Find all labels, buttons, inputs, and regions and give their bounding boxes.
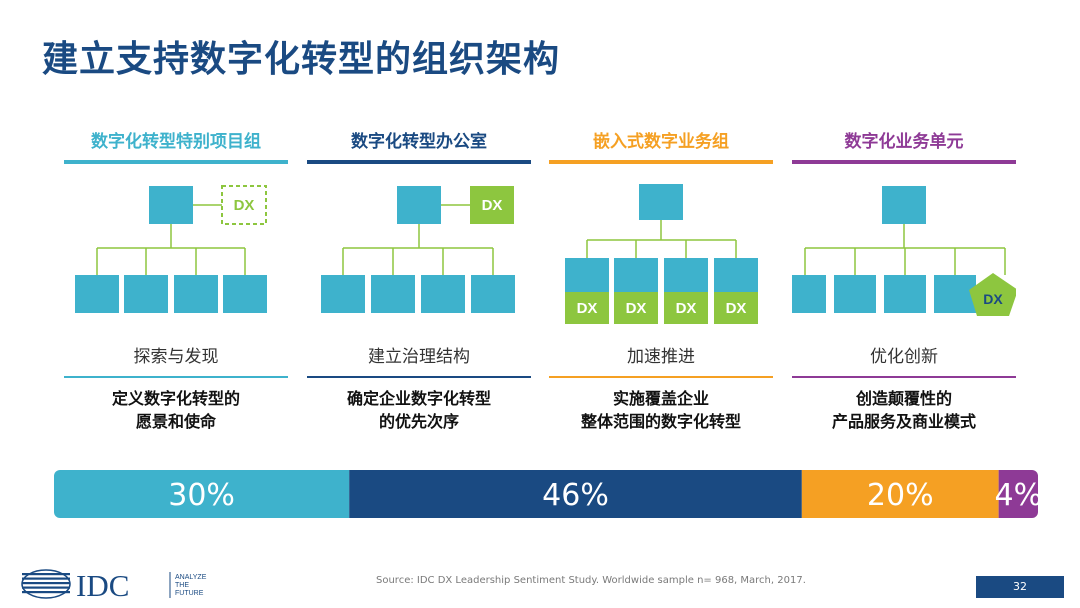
org-child-box [321, 275, 365, 313]
share-bar-chart: 30% 46% 20% 4% [54, 470, 1038, 518]
share-bar-segment [801, 470, 999, 518]
dx-label: DX [234, 197, 255, 214]
org-diagram-digital-unit: DX [792, 186, 1016, 316]
connector-lines [96, 204, 246, 275]
org-child-box [174, 275, 218, 313]
column-caption: 探索与发现 [133, 347, 219, 367]
dx-attached-box [565, 292, 609, 324]
org-top-box [882, 186, 926, 224]
column-separator [64, 376, 288, 378]
dx-solid-box [470, 186, 514, 224]
logo-tagline: ANALYZE [175, 574, 207, 581]
share-bar-label: 20% [867, 478, 934, 513]
org-child-box [714, 258, 758, 292]
org-child-box [664, 258, 708, 292]
column-rule [549, 160, 773, 164]
column-caption: 加速推进 [627, 347, 695, 367]
org-child-box [934, 275, 976, 313]
dx-attached-box [664, 292, 708, 324]
org-child-box [124, 275, 168, 313]
column-caption: 建立治理结构 [368, 347, 470, 367]
column-description: 定义数字化转型的 愿景和使命 [64, 387, 288, 433]
description-line: 整体范围的数字化转型 [580, 412, 741, 431]
org-top-box [639, 184, 683, 220]
org-child-box [614, 258, 658, 292]
column-heading-embedded-group: 嵌入式数字业务组 [593, 132, 729, 152]
column-description: 创造颠覆性的 产品服务及商业模式 [792, 387, 1016, 433]
share-bar-segment [998, 470, 1038, 518]
logo-tagline: THE [175, 582, 189, 589]
description-line: 定义数字化转型的 [111, 389, 240, 408]
org-top-box [149, 186, 193, 224]
column-heading-dx-office: 数字化转型办公室 [351, 132, 487, 152]
org-child-box [565, 258, 609, 292]
description-line: 愿景和使命 [135, 412, 216, 431]
dx-attached-box [714, 292, 758, 324]
org-diagram-dx-office: DX [321, 186, 515, 313]
org-diagram-embedded-group: DX DX DX DX [565, 184, 758, 324]
logo-text: IDC [76, 568, 129, 602]
dx-pentagon [969, 273, 1016, 316]
share-bar-label: 46% [542, 478, 609, 513]
description-line: 产品服务及商业模式 [831, 412, 976, 431]
dx-label: DX [626, 300, 647, 317]
dx-label: DX [577, 300, 598, 317]
org-diagram-special-project: DX [75, 185, 267, 313]
org-child-box [884, 275, 926, 313]
connector-lines [804, 224, 1006, 275]
slide-title: 建立支持数字化转型的组织架构 [42, 39, 561, 80]
dx-label: DX [983, 291, 1003, 307]
description-line: 实施覆盖企业 [612, 389, 709, 408]
column-separator [792, 376, 1016, 378]
org-child-box [471, 275, 515, 313]
dx-attached-box [614, 292, 658, 324]
column-rule [792, 160, 1016, 164]
column-caption: 优化创新 [870, 347, 938, 367]
globe-icon [21, 569, 71, 599]
share-bar-segment [349, 470, 802, 518]
column-rule [64, 160, 288, 164]
column-heading-digital-unit: 数字化业务单元 [844, 132, 964, 152]
column-separator [307, 376, 531, 378]
connector-lines [342, 204, 494, 275]
dx-label: DX [726, 300, 747, 317]
description-line: 创造颠覆性的 [855, 389, 952, 408]
org-child-box [792, 275, 826, 313]
source-note: Source: IDC DX Leadership Sentiment Stud… [376, 575, 806, 586]
column-heading-special-project: 数字化转型特别项目组 [91, 132, 261, 152]
logo-tagline: FUTURE [175, 590, 204, 597]
org-child-box [223, 275, 267, 313]
column-rule [307, 160, 531, 164]
column-description: 实施覆盖企业 整体范围的数字化转型 [549, 387, 773, 433]
org-child-box [371, 275, 415, 313]
org-child-box [834, 275, 876, 313]
page-number: 32 [976, 576, 1064, 598]
idc-logo: IDC ANALYZE THE FUTURE [21, 568, 207, 602]
connector-lines [586, 220, 737, 258]
dx-dashed-box [221, 185, 267, 225]
share-bar-label: 4% [995, 478, 1038, 513]
column-separator [549, 376, 773, 378]
column-description: 确定企业数字化转型 的优先次序 [307, 387, 531, 433]
share-bar-segment [54, 470, 350, 518]
org-child-box [75, 275, 119, 313]
dx-label: DX [676, 300, 697, 317]
share-bar-label: 30% [168, 478, 235, 513]
org-top-box [397, 186, 441, 224]
description-line: 的优先次序 [378, 412, 459, 431]
dx-label: DX [482, 197, 503, 214]
description-line: 确定企业数字化转型 [346, 389, 491, 408]
org-child-box [421, 275, 465, 313]
